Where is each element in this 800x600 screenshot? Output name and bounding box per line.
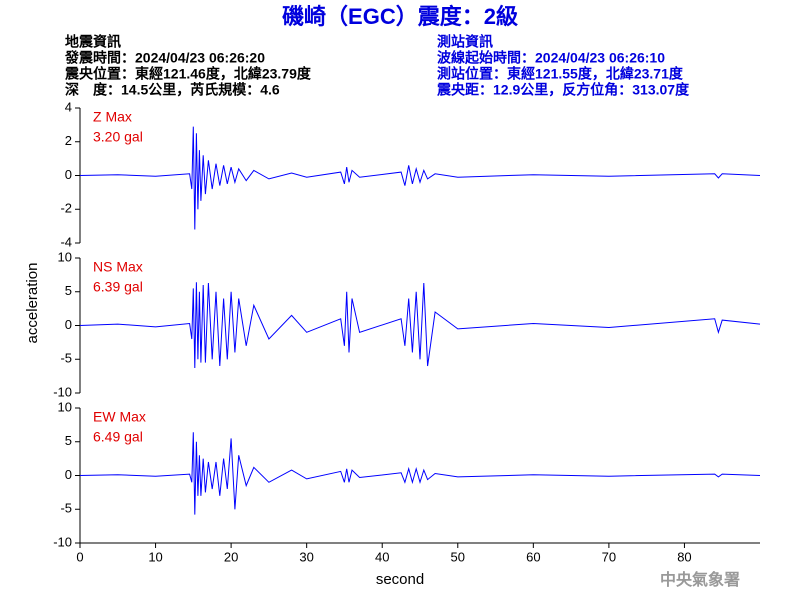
annotation: 6.39 gal bbox=[93, 279, 143, 295]
y-tick-label: -4 bbox=[60, 234, 72, 249]
x-tick-label: 40 bbox=[375, 549, 389, 564]
y-tick-label: 0 bbox=[65, 467, 72, 482]
info-line: 震央位置：東經121.46度，北緯23.79度 bbox=[64, 66, 312, 82]
annotation: NS Max bbox=[93, 259, 143, 275]
x-tick-label: 0 bbox=[76, 549, 83, 564]
annotation: EW Max bbox=[93, 409, 146, 425]
info-line: 波線起始時間：2024/04/23 06:26:10 bbox=[437, 50, 665, 66]
annotation: 6.49 gal bbox=[93, 429, 143, 445]
x-tick-label: 20 bbox=[224, 549, 238, 564]
y-tick-label: 4 bbox=[65, 99, 72, 114]
annotation: 3.20 gal bbox=[93, 129, 143, 145]
info-line: 深 度：14.5公里，芮氏規模：4.6 bbox=[65, 82, 280, 98]
info-line: 發震時間：2024/04/23 06:26:20 bbox=[64, 50, 265, 66]
y-tick-label: -5 bbox=[60, 351, 72, 366]
y-tick-label: -10 bbox=[53, 534, 72, 549]
x-tick-label: 70 bbox=[602, 549, 616, 564]
y-tick-label: -5 bbox=[60, 501, 72, 516]
y-tick-label: 5 bbox=[65, 433, 72, 448]
info-line: 測站資訊 bbox=[437, 34, 493, 50]
y-tick-label: -2 bbox=[60, 201, 72, 216]
y-axis-label: acceleration bbox=[24, 263, 41, 344]
footer: 中央氣象署 bbox=[660, 570, 740, 589]
info-line: 地震資訊 bbox=[65, 34, 121, 50]
x-tick-label: 60 bbox=[526, 549, 540, 564]
waveform bbox=[79, 282, 761, 369]
info-line: 測站位置：東經121.55度，北緯23.71度 bbox=[437, 66, 684, 82]
x-axis-label: second bbox=[376, 571, 424, 588]
annotation: Z Max bbox=[93, 109, 132, 125]
x-tick-label: 10 bbox=[148, 549, 162, 564]
x-tick-label: 50 bbox=[451, 549, 465, 564]
chart-title: 磯崎（EGC）震度：2級 bbox=[282, 4, 518, 29]
waveform bbox=[79, 432, 761, 515]
y-tick-label: 5 bbox=[65, 283, 72, 298]
y-tick-label: 10 bbox=[58, 399, 72, 414]
info-line: 震央距：12.9公里，反方位角：313.07度 bbox=[436, 82, 690, 98]
y-tick-label: -10 bbox=[53, 384, 72, 399]
y-tick-label: 2 bbox=[65, 133, 72, 148]
waveform bbox=[79, 126, 761, 230]
y-tick-label: 10 bbox=[58, 249, 72, 264]
y-tick-label: 0 bbox=[65, 317, 72, 332]
x-tick-label: 80 bbox=[677, 549, 691, 564]
x-tick-label: 30 bbox=[299, 549, 313, 564]
y-tick-label: 0 bbox=[65, 167, 72, 182]
